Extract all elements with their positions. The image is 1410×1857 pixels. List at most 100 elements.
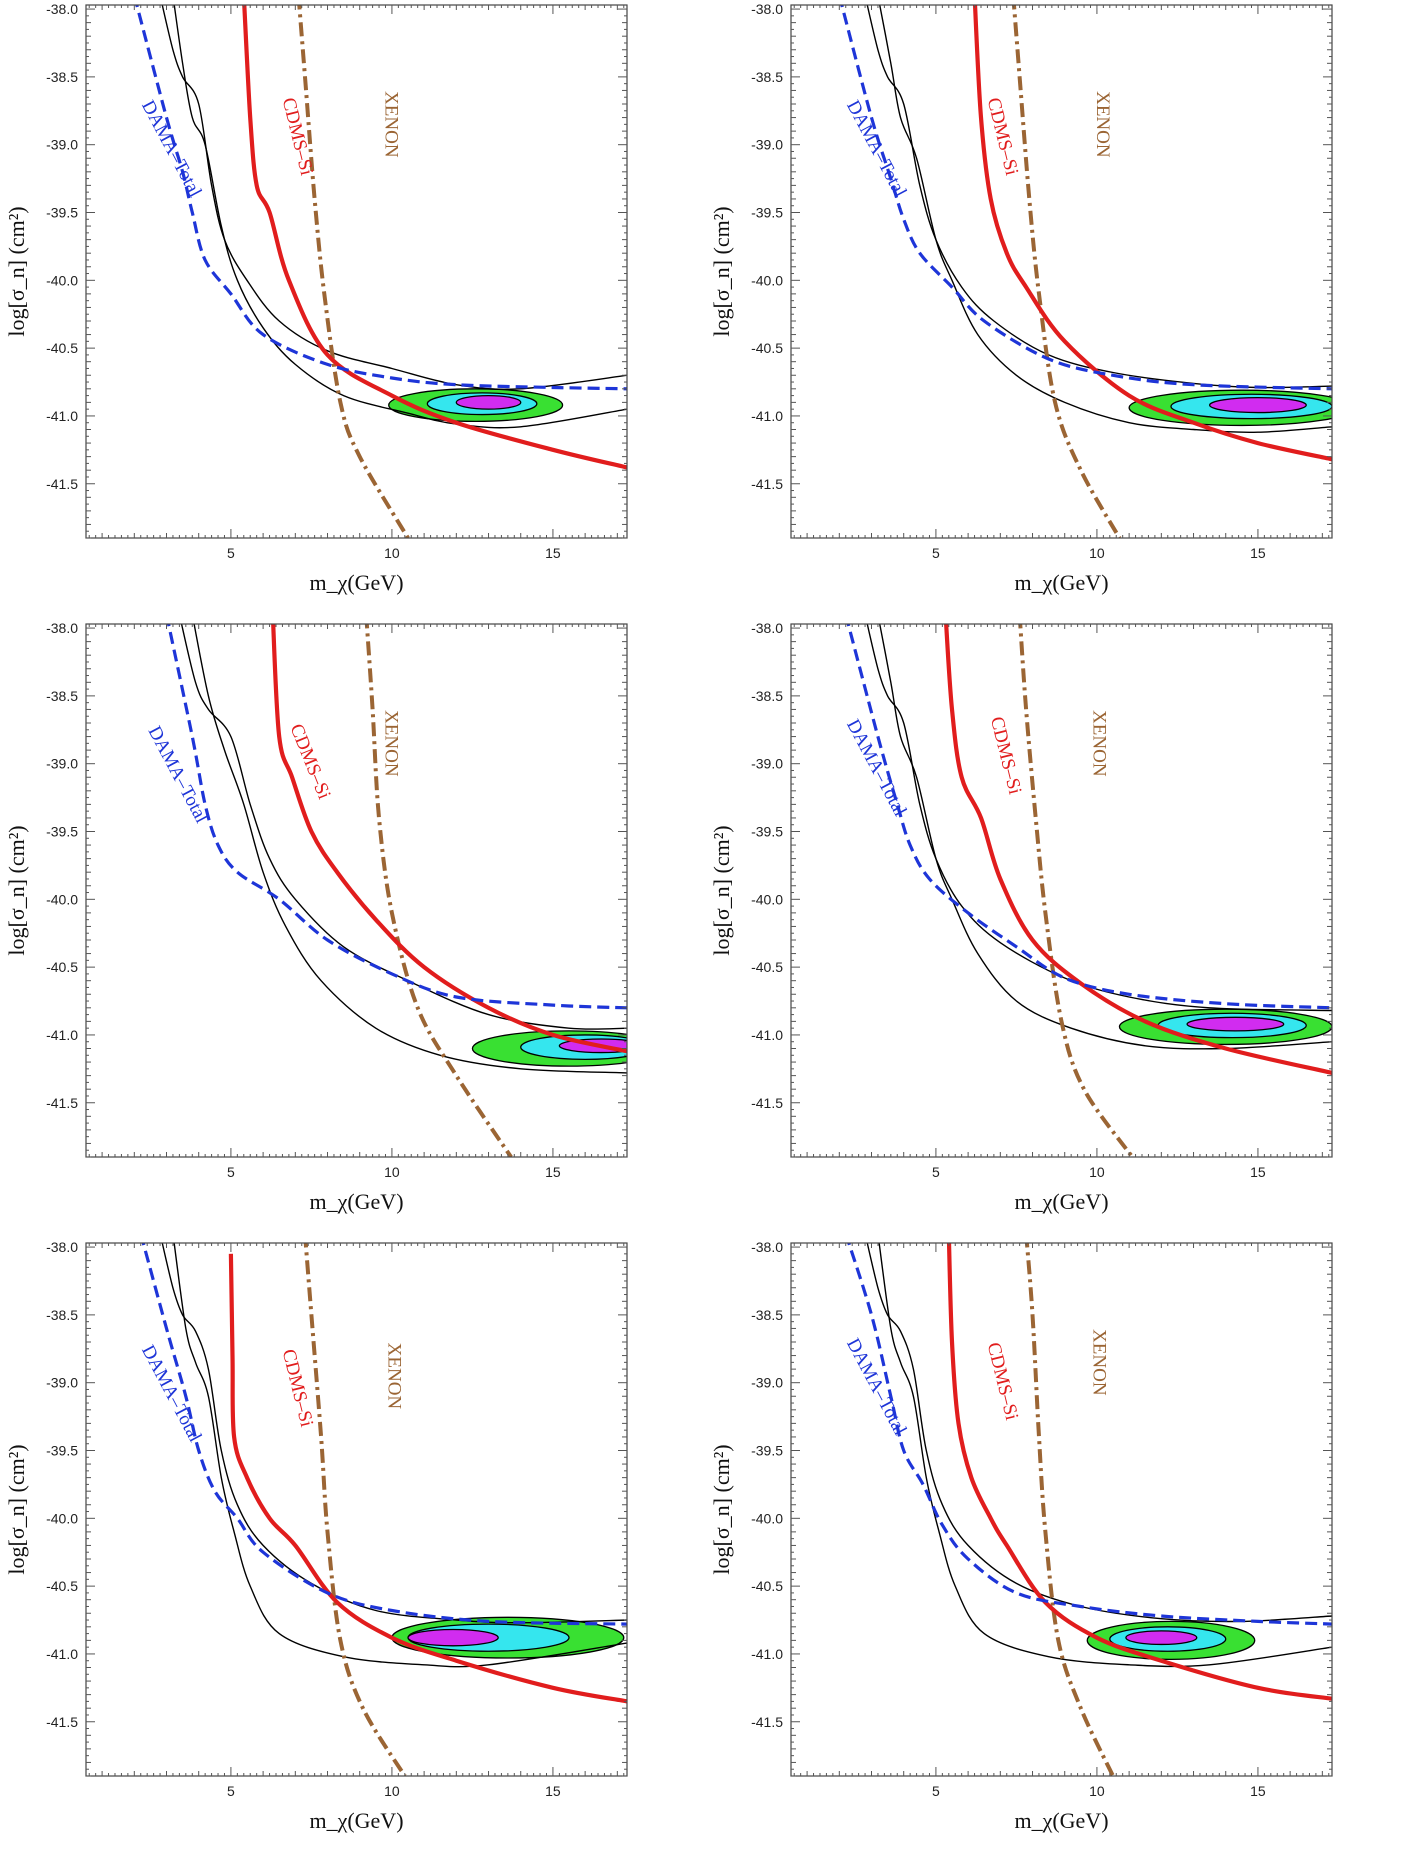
curve-label-xenon: XENON <box>380 710 401 777</box>
plot-panel-4: DAMA–Total CDMS–Si XENON 5 10 15 -38.0 -38.5 -39… <box>705 619 1405 1238</box>
tick-marks <box>791 5 1332 539</box>
series-dama-total <box>840 5 1332 391</box>
y-tick-label: -39.0 <box>751 1375 783 1391</box>
y-tick-label: -39.0 <box>751 137 783 153</box>
series-lower-bound-contour <box>878 1243 1332 1668</box>
x-tick-label: 15 <box>545 1783 561 1799</box>
series-upper-bound-contour <box>180 624 627 1030</box>
series-xenon <box>1018 624 1134 1157</box>
series-lower-bound-contour <box>193 624 627 1074</box>
y-tick-label: -38.5 <box>46 1307 78 1323</box>
series-dama-total <box>135 5 627 391</box>
x-tick-label: 5 <box>227 1783 235 1799</box>
y-tick-label: -38.5 <box>46 69 78 85</box>
y-tick-label: -38.0 <box>751 620 783 636</box>
series-lower-bound-contour <box>879 5 1332 433</box>
y-tick-label: -40.0 <box>751 272 783 288</box>
plot-content <box>166 624 627 1157</box>
plot-content <box>141 1243 627 1776</box>
series-cdms-si <box>271 624 627 1054</box>
contour-region-inner-contour <box>407 1628 499 1647</box>
tick-marks <box>86 5 627 539</box>
x-tick-label: 15 <box>545 1164 561 1180</box>
plot-panel-1: DAMA–Total CDMS–Si XENON 5 10 15 -38.0 -38.5 -39… <box>0 0 700 619</box>
y-tick-label: -38.0 <box>751 1 783 17</box>
series-upper-bound-contour <box>866 624 1332 1012</box>
x-tick-label: 10 <box>384 545 400 561</box>
curve-label-xenon: XENON <box>380 91 401 158</box>
plot-area <box>86 624 627 1157</box>
plot-content <box>846 624 1332 1157</box>
plot-content <box>840 5 1332 538</box>
y-tick-label: -40.5 <box>46 959 78 975</box>
series-cdms-si <box>946 1243 1332 1701</box>
x-tick-label: 15 <box>1250 1783 1266 1799</box>
y-tick-label: -39.5 <box>751 1443 783 1459</box>
x-tick-label: 5 <box>227 545 235 561</box>
x-tick-label: 5 <box>932 1164 940 1180</box>
y-tick-label: -41.5 <box>46 476 78 492</box>
y-tick-label: -40.0 <box>751 1510 783 1526</box>
curve-label-xenon: XENON <box>384 1343 405 1410</box>
x-tick-label: 10 <box>384 1783 400 1799</box>
tick-marks <box>86 624 627 1158</box>
y-tick-label: -38.0 <box>46 620 78 636</box>
y-tick-label: -39.5 <box>751 824 783 840</box>
series-cdms-si <box>972 5 1332 462</box>
y-axis-label: log[σ_n] (cm²) <box>709 1444 734 1574</box>
y-axis-label: log[σ_n] (cm²) <box>709 825 734 955</box>
series-cdms-si <box>242 5 627 470</box>
x-tick-label: 5 <box>932 545 940 561</box>
series-dama-total <box>846 624 1332 1010</box>
x-tick-label: 10 <box>384 1164 400 1180</box>
y-tick-label: -39.0 <box>751 756 783 772</box>
y-tick-label: -41.0 <box>751 1646 783 1662</box>
y-tick-label: -40.5 <box>46 340 78 356</box>
x-tick-label: 15 <box>1250 1164 1266 1180</box>
contour-region-inner-contour <box>1125 1630 1198 1646</box>
plot-panel-3: DAMA–Total CDMS–Si XENON 5 10 15 -38.0 -38.5 -39… <box>0 619 700 1238</box>
series-xenon <box>364 624 513 1157</box>
series-upper-bound-contour <box>866 1243 1332 1623</box>
series-lower-bound-contour <box>879 624 1332 1050</box>
y-tick-label: -41.0 <box>751 1027 783 1043</box>
x-axis-label: m_χ(GeV) <box>1014 570 1108 595</box>
plot-panel-2: DAMA–Total CDMS–Si XENON 5 10 15 -38.0 -38.5 -39… <box>705 0 1405 619</box>
x-tick-label: 10 <box>1089 1783 1105 1799</box>
plot-panel-6: DAMA–Total CDMS–Si XENON 5 10 15 -38.0 -38.5 -39… <box>705 1238 1405 1857</box>
y-tick-label: -38.0 <box>46 1 78 17</box>
y-tick-label: -40.5 <box>751 1578 783 1594</box>
y-tick-label: -40.5 <box>46 1578 78 1594</box>
plot-panel-5: DAMA–Total CDMS–Si XENON 5 10 15 -38.0 -38.5 -39… <box>0 1238 700 1857</box>
y-tick-label: -40.0 <box>46 272 78 288</box>
y-tick-label: -41.0 <box>751 408 783 424</box>
y-tick-label: -38.5 <box>751 69 783 85</box>
y-tick-label: -39.0 <box>46 1375 78 1391</box>
tick-marks <box>791 624 1332 1158</box>
y-tick-label: -39.0 <box>46 137 78 153</box>
contour-region-inner-contour <box>1208 396 1307 414</box>
y-tick-label: -41.5 <box>751 1714 783 1730</box>
plot-area <box>791 1243 1332 1776</box>
series-xenon <box>297 5 410 538</box>
plot-frame <box>790 623 1333 1158</box>
curve-label-xenon: XENON <box>1092 91 1113 158</box>
series-xenon <box>303 1243 407 1776</box>
y-tick-label: -38.0 <box>46 1239 78 1255</box>
x-tick-label: 5 <box>932 1783 940 1799</box>
y-tick-label: -39.5 <box>46 1443 78 1459</box>
y-tick-label: -39.5 <box>46 824 78 840</box>
x-tick-label: 15 <box>545 545 561 561</box>
plot-frame <box>790 4 1333 539</box>
x-axis-label: m_χ(GeV) <box>309 1808 403 1833</box>
curve-label-xenon: XENON <box>1089 1329 1110 1396</box>
series-cdms-si <box>228 1253 627 1704</box>
y-tick-label: -40.0 <box>46 891 78 907</box>
series-lower-bound-contour <box>173 1243 627 1668</box>
plot-content <box>847 1243 1332 1776</box>
y-axis-label: log[σ_n] (cm²) <box>4 1444 29 1574</box>
